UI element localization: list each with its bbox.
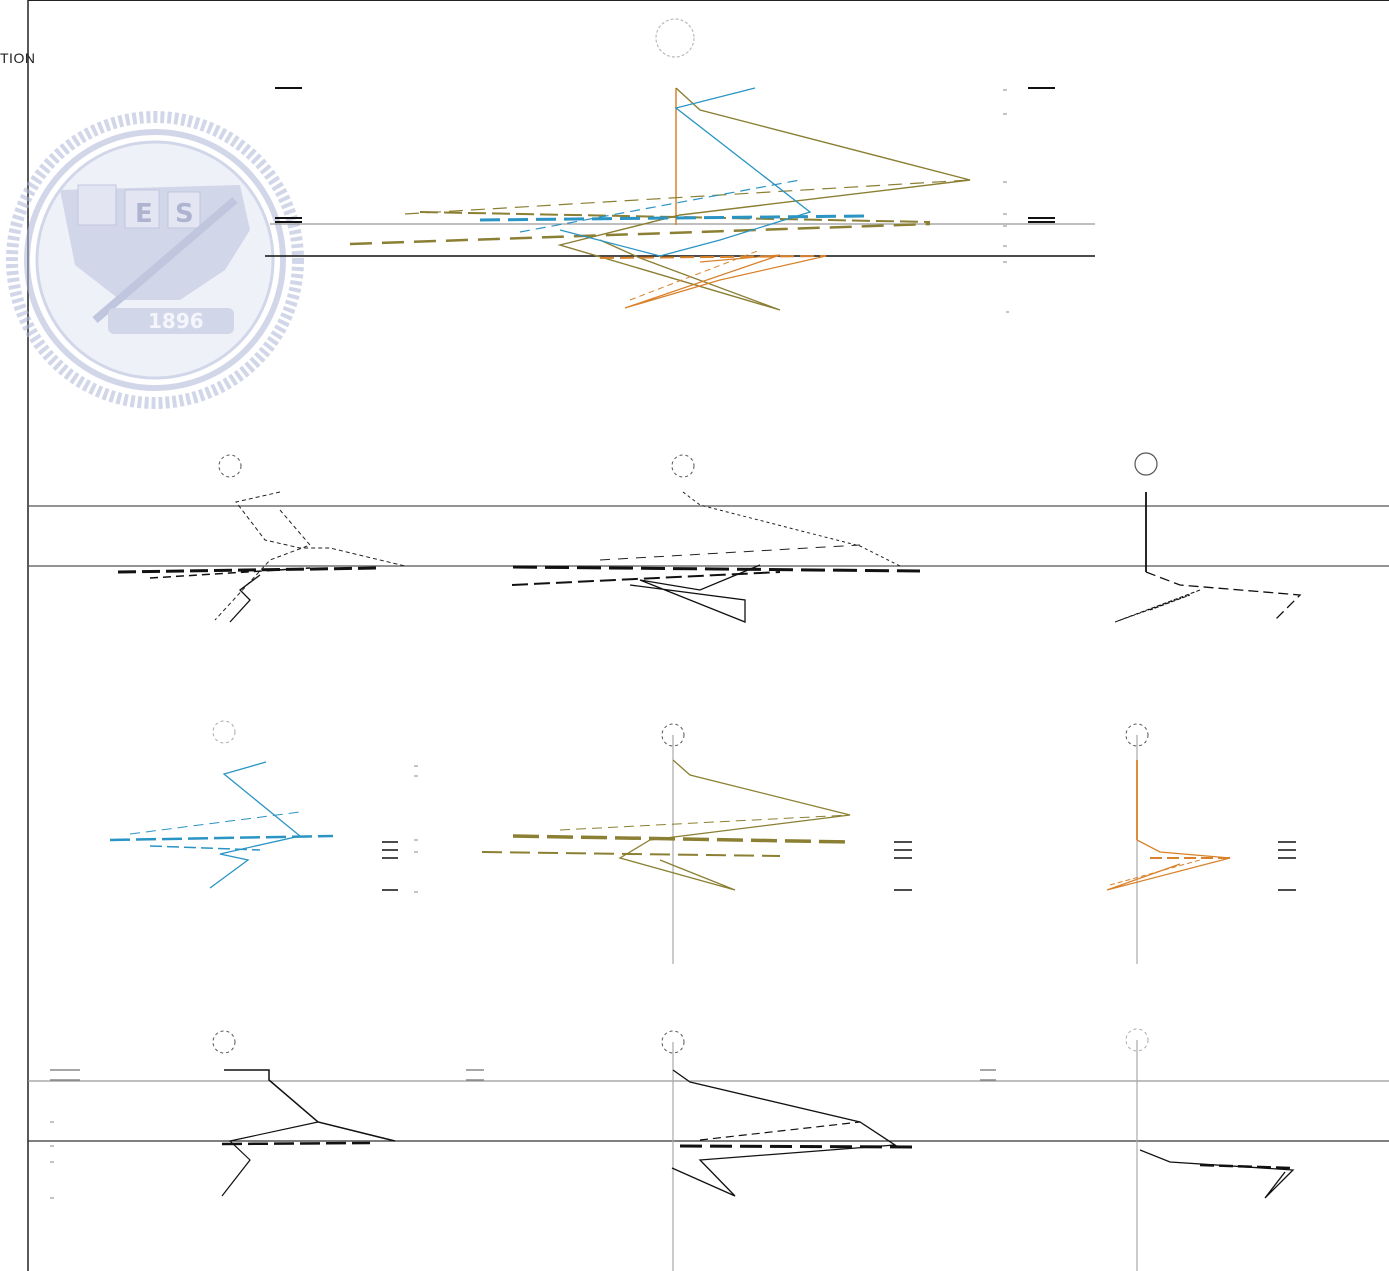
header-fragment: TION [0, 50, 36, 66]
row2-right-panel [1114, 452, 1302, 623]
row3-middle-panel [481, 723, 912, 964]
seal-year: 1896 [148, 309, 204, 333]
university-seal-watermark: E S 1896 [6, 111, 304, 409]
row4-middle-panel [661, 1030, 996, 1271]
row4-right-panel [1125, 1028, 1295, 1271]
row2-reference-lines [28, 505, 1389, 567]
series-olive-line [557, 87, 971, 311]
row4-left-panel [50, 1030, 484, 1199]
series-blue-line [559, 87, 812, 257]
row4-reference-lines [28, 1080, 1389, 1142]
row3-right-panel [1106, 723, 1296, 964]
main-overlay-panel [265, 18, 1095, 313]
row2-middle-panel [511, 454, 921, 623]
row3-left-panel [109, 720, 418, 893]
row2-left-panel [117, 454, 406, 623]
seal-letter-e: E [135, 199, 153, 229]
seal-letter-s: S [175, 199, 194, 229]
panel-marker-circle [655, 18, 695, 58]
